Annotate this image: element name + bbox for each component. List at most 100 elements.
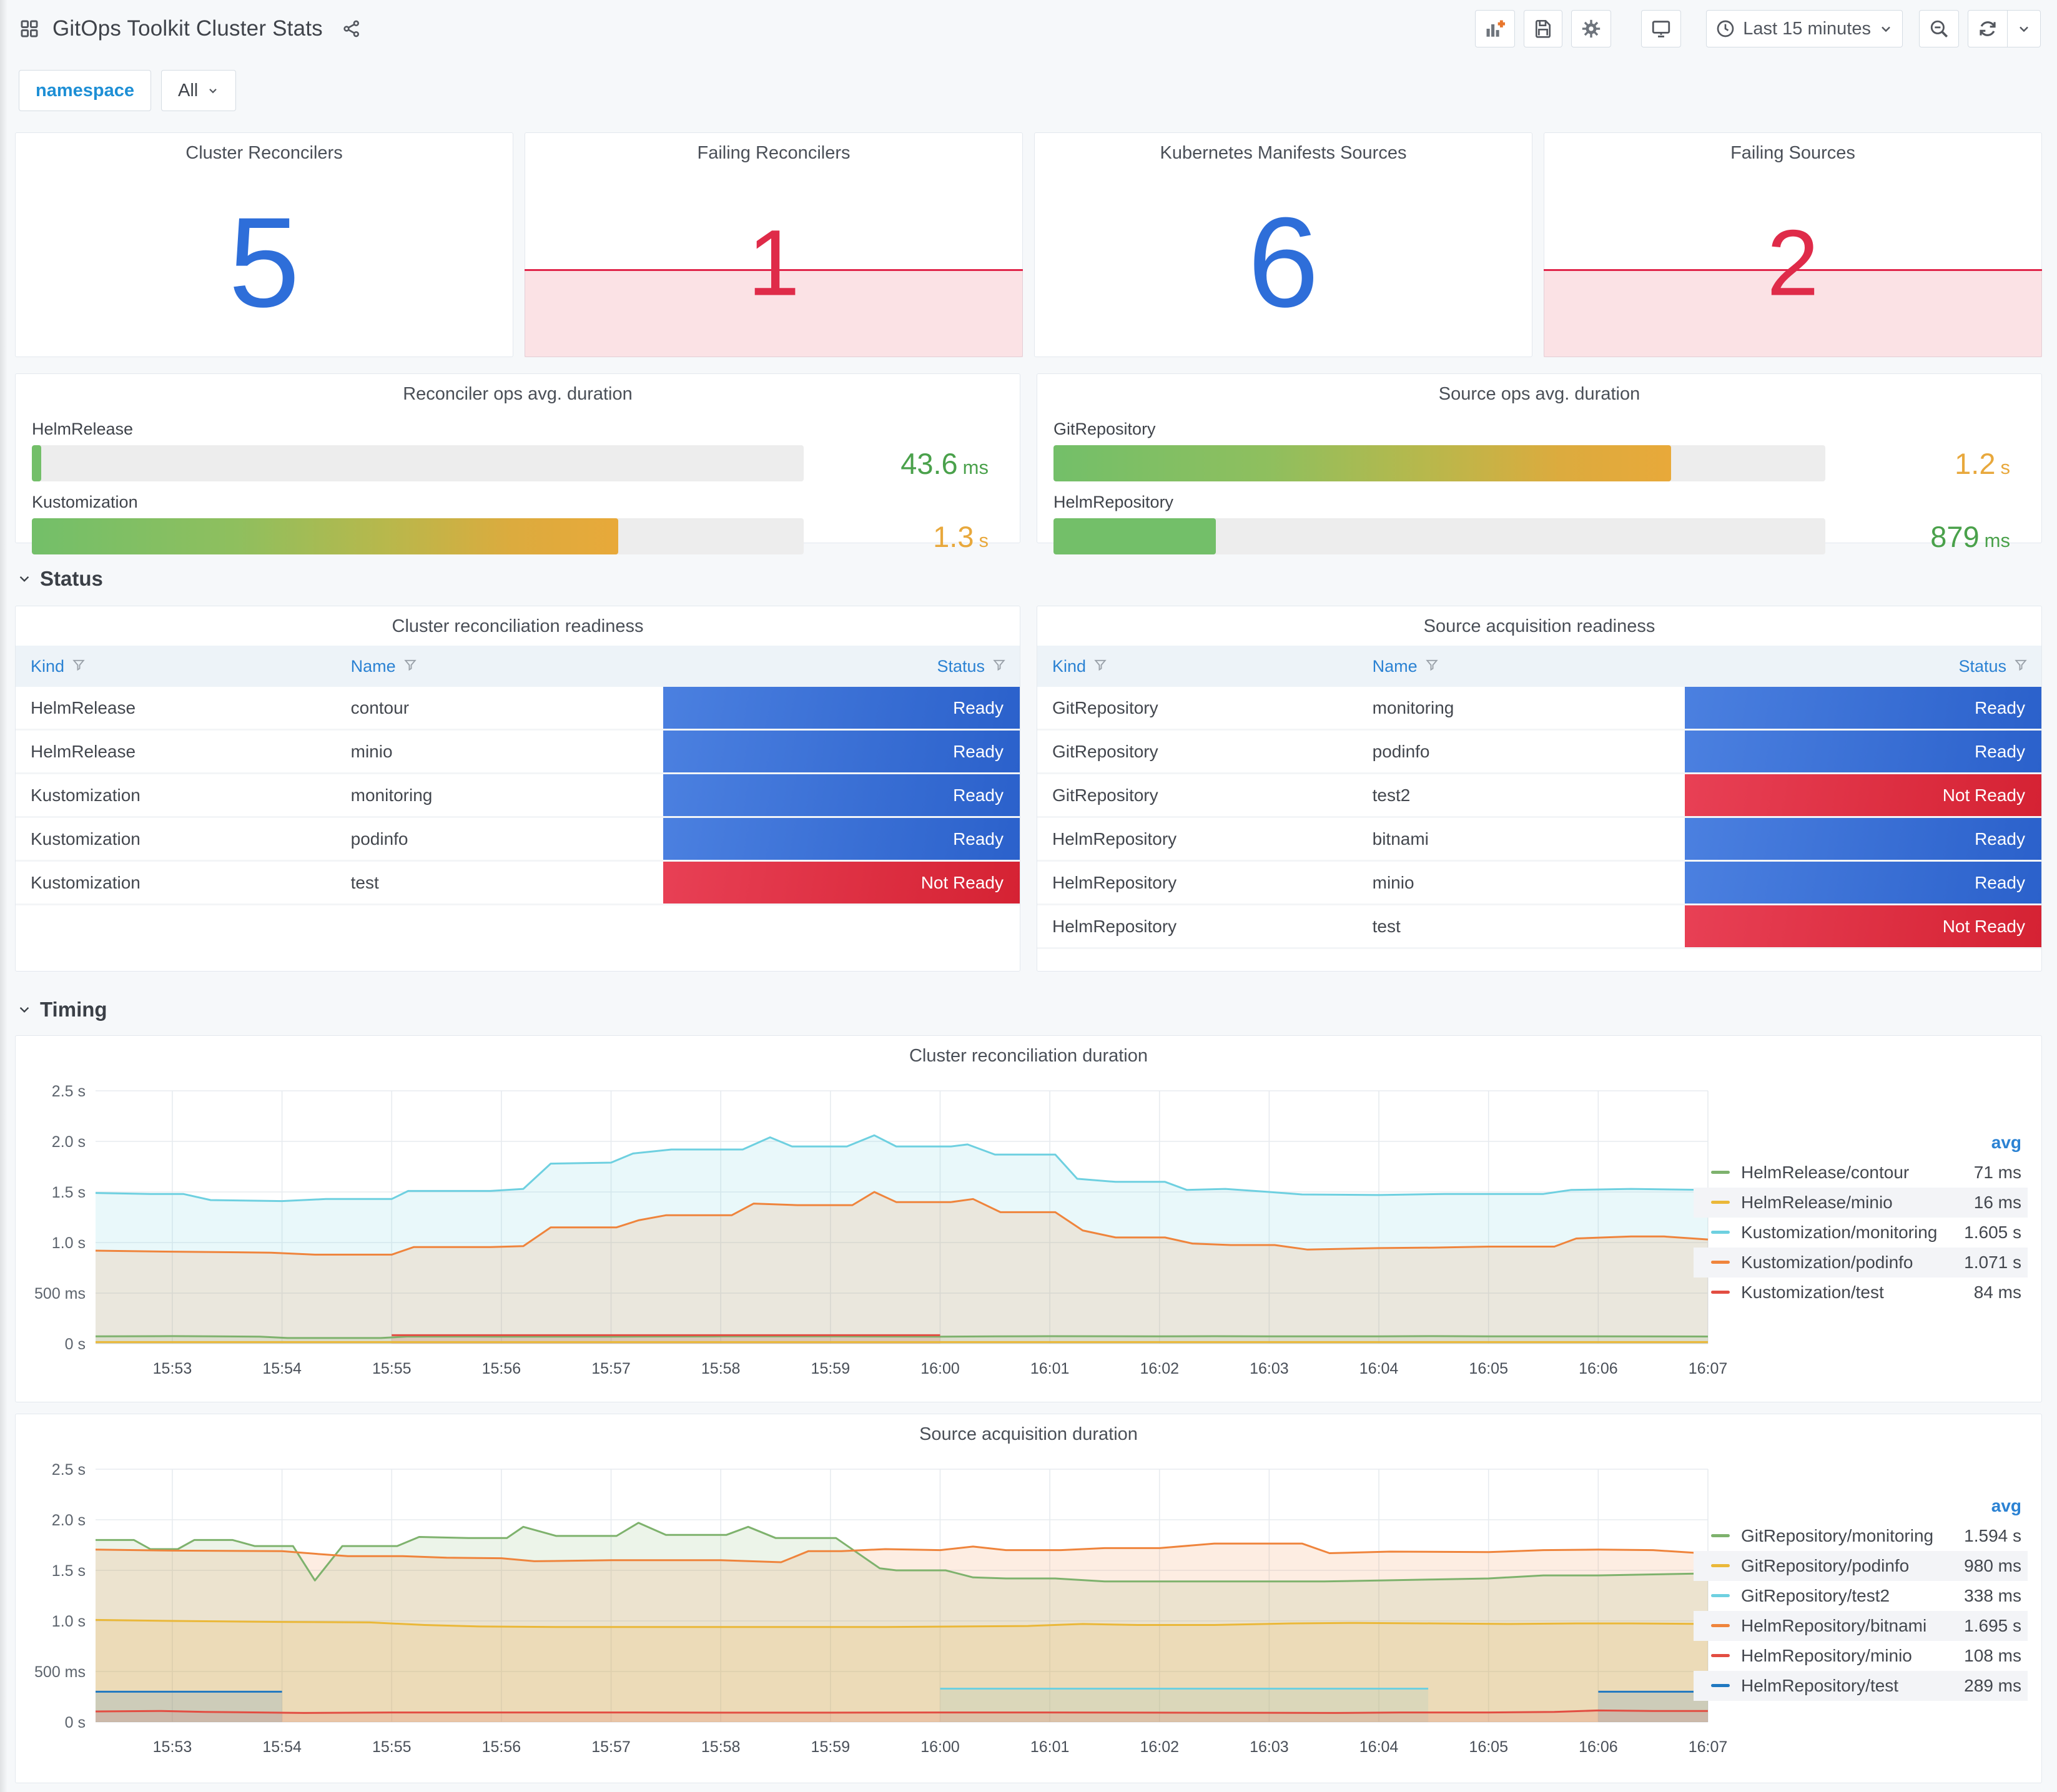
svg-text:1.0 s: 1.0 s: [52, 1234, 86, 1252]
panel-title: Reconciler ops avg. duration: [403, 384, 633, 404]
legend-item[interactable]: GitRepository/monitoring 1.594 s: [1694, 1521, 2028, 1551]
svg-text:15:57: 15:57: [591, 1738, 631, 1756]
svg-text:15:54: 15:54: [262, 1738, 302, 1756]
share-icon[interactable]: [342, 19, 362, 39]
add-panel-button[interactable]: [1475, 10, 1516, 47]
svg-text:15:58: 15:58: [701, 1360, 741, 1377]
chart-canvas[interactable]: 0 s 500 ms 1.0 s 1.5 s 2.0 s 2.5 s 15:53 15:54 1…: [16, 1445, 2040, 1781]
table-row[interactable]: Kustomization podinfo Ready: [16, 818, 1020, 862]
legend-series-name: HelmRepository/minio: [1741, 1645, 1912, 1665]
cell-status-badge: Ready: [1685, 731, 2041, 772]
legend-avg-header[interactable]: avg: [1991, 1495, 2021, 1515]
gauge-panel-reconciler-ops[interactable]: Reconciler ops avg. duration HelmRelease…: [15, 373, 1020, 554]
cell-kind: Kustomization: [31, 785, 141, 805]
chevron-down-icon: [19, 1007, 29, 1013]
gauge-value: 879 ms: [1930, 519, 2010, 553]
table-row[interactable]: GitRepository test2 Not Ready: [1037, 774, 2041, 818]
legend-item[interactable]: Kustomization/test 84 ms: [1694, 1278, 2028, 1307]
svg-text:2.0 s: 2.0 s: [52, 1133, 86, 1151]
legend-item[interactable]: HelmRelease/minio 16 ms: [1694, 1187, 2028, 1218]
table-body: HelmRelease contour Ready HelmRelease minio R…: [16, 687, 1020, 905]
table-row[interactable]: GitRepository podinfo Ready: [1037, 731, 2041, 774]
table-row[interactable]: HelmRepository test Not Ready: [1037, 905, 2041, 949]
filter-funnel-icon: [72, 659, 85, 671]
row-title: Timing: [40, 998, 107, 1021]
table-row[interactable]: Kustomization monitoring Ready: [16, 774, 1020, 818]
stat-panel-failing-reconcilers[interactable]: Failing Reconcilers 1: [525, 132, 1023, 357]
table-panel-cluster-reconciliation-readiness[interactable]: Cluster reconciliation readiness Kind Na…: [15, 606, 1020, 972]
svg-text:15:55: 15:55: [372, 1360, 412, 1377]
table-row[interactable]: HelmRelease minio Ready: [16, 731, 1020, 774]
svg-text:15:54: 15:54: [262, 1360, 302, 1377]
row-header-timing[interactable]: Timing: [17, 998, 107, 1022]
svg-text:16:06: 16:06: [1579, 1360, 1618, 1377]
legend-series-avg: 289 ms: [1964, 1675, 2021, 1695]
table-row[interactable]: HelmRepository minio Ready: [1037, 862, 2041, 905]
variable-value-dropdown[interactable]: All: [161, 70, 237, 111]
svg-text:16:01: 16:01: [1030, 1360, 1070, 1377]
column-header-name[interactable]: Name: [1369, 657, 1685, 676]
chart-panel-source-acquisition-duration[interactable]: Source acquisition duration 0 s 500 ms 1.0…: [15, 1414, 2042, 1783]
chevron-down-icon: [1882, 26, 1890, 32]
legend-series-avg: 980 ms: [1964, 1555, 2021, 1575]
time-range-picker[interactable]: Last 15 minutes: [1706, 10, 1903, 47]
cycle-view-mode-button[interactable]: [1641, 10, 1682, 47]
column-header-status[interactable]: Status: [1685, 657, 2041, 676]
legend-series-name: Kustomization/monitoring: [1741, 1222, 1938, 1242]
table-row[interactable]: GitRepository monitoring Ready: [1037, 687, 2041, 731]
table-panel-source-acquisition-readiness[interactable]: Source acquisition readiness Kind Name S…: [1037, 606, 2042, 972]
stat-panel-kubernetes-manifests-sources[interactable]: Kubernetes Manifests Sources 6: [1034, 132, 1532, 357]
chevron-down-icon: [2020, 26, 2028, 32]
legend-item[interactable]: HelmRelease/contour 71 ms: [1694, 1158, 2028, 1188]
column-header-name[interactable]: Name: [347, 657, 664, 676]
legend-item[interactable]: GitRepository/podinfo 980 ms: [1694, 1550, 2028, 1581]
gauge-row: Kustomization 1.3 s: [32, 493, 1004, 554]
legend-item[interactable]: HelmRepository/test 289 ms: [1694, 1670, 2028, 1701]
table-row[interactable]: HelmRepository bitnami Ready: [1037, 818, 2041, 862]
table-row[interactable]: HelmRelease contour Ready: [16, 687, 1020, 731]
legend-avg-header[interactable]: avg: [1991, 1132, 2021, 1152]
table-row[interactable]: Kustomization test Not Ready: [16, 862, 1020, 905]
svg-text:15:56: 15:56: [482, 1738, 521, 1756]
gauge-track: [32, 518, 804, 554]
gauge-value: 1.2 s: [1955, 446, 2010, 480]
legend-item[interactable]: GitRepository/test2 338 ms: [1694, 1581, 2028, 1611]
stat-value: 6: [1247, 190, 1319, 334]
legend-item[interactable]: HelmRepository/minio 108 ms: [1694, 1641, 2028, 1671]
gauge-bar: [32, 518, 619, 554]
svg-text:16:00: 16:00: [920, 1738, 960, 1756]
refresh-interval-button[interactable]: [2008, 10, 2041, 47]
column-header-kind[interactable]: Kind: [1037, 657, 1369, 676]
row-header-status[interactable]: Status: [17, 567, 103, 591]
cell-name: monitoring: [1372, 697, 1454, 717]
gauge-track: [32, 445, 804, 481]
panel-title: Source ops avg. duration: [1438, 384, 1640, 404]
time-series-plot[interactable]: 0 s 500 ms 1.0 s 1.5 s 2.0 s 2.5 s 15:53 15:54 1…: [16, 1067, 2041, 1402]
legend-item[interactable]: Kustomization/monitoring 1.605 s: [1694, 1218, 2028, 1248]
svg-text:16:01: 16:01: [1030, 1738, 1070, 1756]
svg-text:1.0 s: 1.0 s: [52, 1613, 86, 1630]
legend-item[interactable]: HelmRepository/bitnami 1.695 s: [1694, 1610, 2028, 1641]
apps-icon[interactable]: [19, 18, 40, 39]
cell-status-badge: Ready: [663, 774, 1020, 816]
gauge-panel-source-ops[interactable]: Source ops avg. duration GitRepository 1…: [1037, 373, 2042, 554]
legend-item[interactable]: Kustomization/podinfo 1.071 s: [1694, 1247, 2028, 1278]
panel-title: Source acquisition readiness: [1423, 616, 1655, 636]
stat-threshold-area: [525, 269, 1023, 357]
chart-panel-cluster-reconciliation-duration[interactable]: Cluster reconciliation duration 0 s 500 m…: [15, 1035, 2042, 1402]
stat-panel-cluster-reconcilers[interactable]: Cluster Reconcilers 5: [15, 132, 513, 357]
dashboard-settings-button[interactable]: [1571, 10, 1612, 47]
filter-funnel-icon: [1094, 659, 1107, 671]
time-series-plot[interactable]: 0 s 500 ms 1.0 s 1.5 s 2.0 s 2.5 s 15:53 15:54 1…: [16, 1445, 2041, 1783]
stat-panel-failing-sources[interactable]: Failing Sources 2: [1544, 132, 2042, 357]
chart-canvas[interactable]: 0 s 500 ms 1.0 s 1.5 s 2.0 s 2.5 s 15:53 15:54 1…: [16, 1067, 2040, 1403]
zoom-out-button[interactable]: [1919, 10, 1959, 47]
refresh-button[interactable]: [1968, 10, 2008, 47]
svg-text:0 s: 0 s: [65, 1714, 86, 1731]
refresh-button-group: [1968, 10, 2041, 47]
save-dashboard-button[interactable]: [1524, 10, 1563, 47]
column-header-status[interactable]: Status: [663, 657, 1020, 676]
cell-kind: HelmRepository: [1052, 872, 1177, 892]
chart-legend: avg GitRepository/monitoring 1.594 s GitRep…: [1694, 1491, 2028, 1701]
column-header-kind[interactable]: Kind: [16, 657, 347, 676]
